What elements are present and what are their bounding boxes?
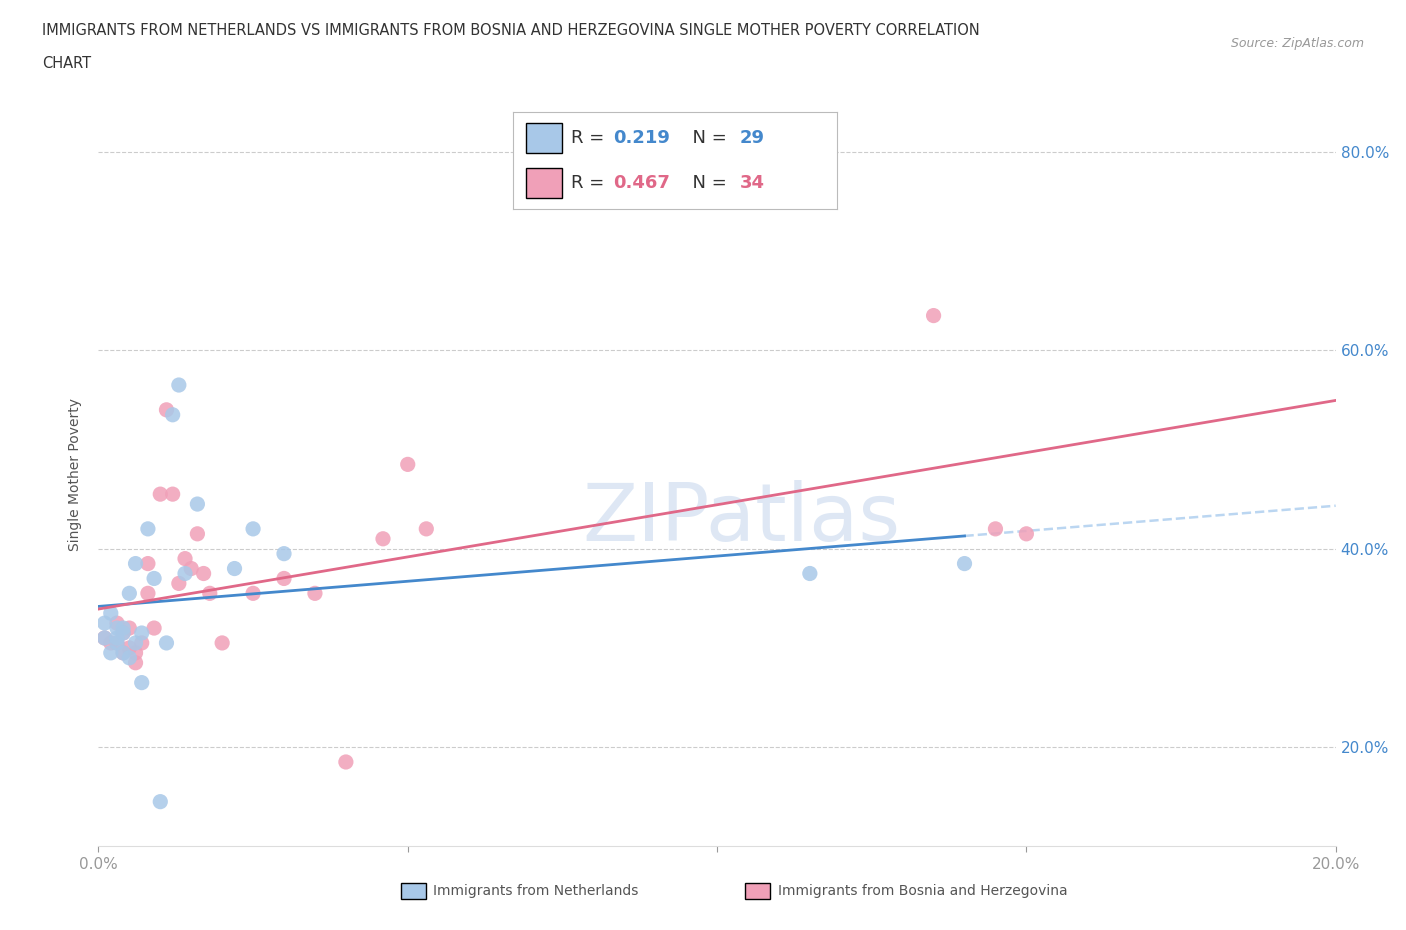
Point (124, 635, 146, 650)
Point (124, 556, 146, 571)
Point (371, 531, 394, 546)
Point (143, 571, 166, 586)
Point (93, 631, 115, 645)
Point (118, 641, 141, 656)
Point (112, 645, 135, 660)
Point (174, 551, 197, 566)
Y-axis label: Single Mother Poverty: Single Mother Poverty (69, 398, 83, 551)
Point (193, 566, 215, 581)
Text: 29: 29 (740, 129, 765, 147)
Point (304, 586, 326, 601)
Point (124, 645, 146, 660)
Point (100, 645, 122, 660)
Text: ZIPatlas: ZIPatlas (582, 480, 901, 558)
Text: 34: 34 (740, 174, 765, 192)
Point (100, 605, 122, 620)
Point (100, 635, 122, 650)
Point (112, 626, 135, 641)
Point (155, 403, 177, 418)
Point (211, 635, 233, 650)
Point (1015, 526, 1038, 541)
Point (799, 566, 821, 581)
Point (180, 561, 202, 576)
Point (131, 626, 153, 641)
Point (112, 645, 135, 660)
Point (124, 656, 146, 671)
Text: IMMIGRANTS FROM NETHERLANDS VS IMMIGRANTS FROM BOSNIA AND HERZEGOVINA SINGLE MOT: IMMIGRANTS FROM NETHERLANDS VS IMMIGRANT… (42, 23, 980, 38)
Point (93, 631, 115, 645)
Point (984, 522, 1007, 537)
Point (105, 635, 128, 650)
Point (105, 631, 128, 645)
Text: N =: N = (682, 129, 733, 147)
Point (198, 586, 221, 601)
Point (396, 457, 419, 472)
Point (112, 620, 135, 635)
FancyBboxPatch shape (526, 124, 561, 153)
Point (155, 635, 177, 650)
Text: R =: R = (571, 174, 610, 192)
Point (242, 586, 264, 601)
Point (149, 794, 172, 809)
Point (105, 635, 128, 650)
Point (149, 486, 172, 501)
Text: R =: R = (571, 129, 610, 147)
Point (174, 566, 197, 581)
FancyBboxPatch shape (526, 168, 561, 197)
Point (118, 620, 141, 635)
Point (136, 586, 159, 601)
Point (162, 407, 184, 422)
Text: N =: N = (682, 174, 733, 192)
Point (922, 308, 945, 323)
Point (143, 620, 166, 635)
Point (105, 620, 128, 635)
Point (105, 616, 128, 631)
Point (186, 526, 208, 541)
Text: Immigrants from Bosnia and Herzegovina: Immigrants from Bosnia and Herzegovina (778, 884, 1067, 898)
Point (273, 571, 295, 586)
Point (162, 486, 184, 501)
Point (953, 556, 976, 571)
Point (186, 497, 208, 512)
Point (136, 522, 159, 537)
Point (167, 378, 190, 392)
Point (131, 635, 153, 650)
Text: 0.219: 0.219 (613, 129, 671, 147)
Point (118, 586, 141, 601)
Point (273, 546, 295, 561)
Point (136, 556, 159, 571)
Point (131, 675, 153, 690)
Text: CHART: CHART (42, 56, 91, 71)
Point (335, 754, 357, 769)
Point (112, 626, 135, 641)
Point (224, 561, 246, 576)
Text: Immigrants from Netherlands: Immigrants from Netherlands (433, 884, 638, 898)
Point (93, 616, 115, 631)
Text: Source: ZipAtlas.com: Source: ZipAtlas.com (1230, 37, 1364, 50)
Text: 0.467: 0.467 (613, 174, 671, 192)
Point (415, 522, 437, 537)
Point (242, 522, 264, 537)
Point (118, 650, 141, 665)
Point (167, 576, 190, 591)
